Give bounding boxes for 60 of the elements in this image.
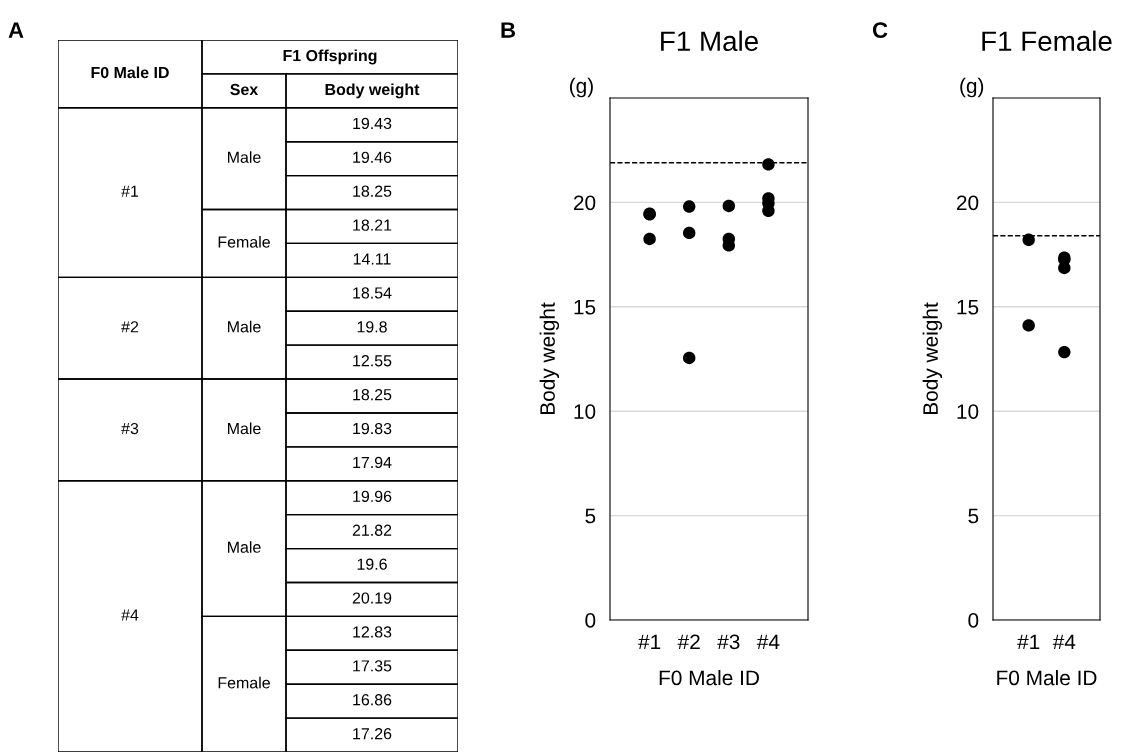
y-tick-label: 10 — [957, 404, 979, 419]
text: C — [872, 22, 888, 38]
text: 19.8 — [357, 321, 387, 333]
text: 14.11 — [353, 253, 391, 265]
y-axis-title: Body weight — [922, 302, 943, 415]
text: 19.6 — [357, 558, 387, 570]
chart-title: F1 Female — [982, 30, 1112, 52]
text: Male — [228, 541, 261, 553]
text: 18.25 — [353, 185, 392, 197]
y-tick-label: 5 — [585, 508, 596, 524]
text: 18.25 — [353, 388, 392, 401]
text: 18.54 — [353, 287, 392, 299]
y-tick-label: 15 — [574, 300, 596, 315]
text: F1 Offspring — [283, 49, 377, 65]
text: 12.55 — [353, 355, 392, 367]
text: B — [501, 22, 516, 38]
text: 16.86 — [353, 694, 392, 706]
y-axis-title: Body weight — [539, 302, 560, 415]
y-tick-label: 15 — [957, 300, 979, 315]
text: #1 — [121, 185, 139, 197]
text: Female — [218, 235, 270, 248]
category-label: Body weight — [325, 83, 420, 99]
text: 20.19 — [352, 592, 392, 604]
text: 19.96 — [353, 490, 392, 502]
text: #4 — [121, 609, 139, 621]
x-tick-label: #4 — [756, 634, 780, 649]
text: 19.43 — [353, 117, 392, 130]
text: Female — [218, 676, 270, 689]
text: 18.21 — [353, 219, 392, 231]
y-tick-label: 0 — [585, 613, 596, 628]
text: 21.82 — [352, 524, 392, 536]
text: 17.94 — [353, 456, 392, 469]
text: Male — [228, 422, 261, 435]
text: 19.83 — [353, 422, 392, 435]
text: Male — [228, 320, 261, 333]
category-label: Sex — [230, 83, 259, 96]
category-label: F0 Male ID — [91, 66, 169, 79]
y-tick-label: 10 — [574, 404, 596, 419]
x-tick-label: #1 — [638, 634, 661, 649]
text: 12.83 — [353, 626, 392, 638]
chart-title: F1 Male — [661, 30, 758, 52]
text: #2 — [121, 321, 139, 333]
x-tick-label: #4 — [1052, 634, 1076, 649]
text: A — [8, 22, 24, 38]
y-tick-label: 5 — [968, 508, 979, 524]
x-tick-label: #1 — [1017, 634, 1040, 649]
text: 19.46 — [353, 151, 392, 163]
x-axis-title: F0 Male ID — [659, 669, 759, 686]
text: (g) — [960, 77, 984, 98]
text: 17.35 — [353, 660, 392, 672]
y-tick-label: 20 — [956, 195, 979, 211]
x-axis-title: F0 Male ID — [997, 669, 1097, 686]
x-tick-label: #2 — [677, 634, 700, 649]
y-tick-label: 20 — [573, 195, 596, 211]
text: (g) — [569, 77, 593, 98]
y-tick-label: 0 — [968, 613, 979, 628]
text: #3 — [121, 422, 139, 435]
text: 17.26 — [353, 728, 392, 740]
x-tick-label: #3 — [717, 634, 740, 650]
text: Male — [228, 151, 261, 163]
